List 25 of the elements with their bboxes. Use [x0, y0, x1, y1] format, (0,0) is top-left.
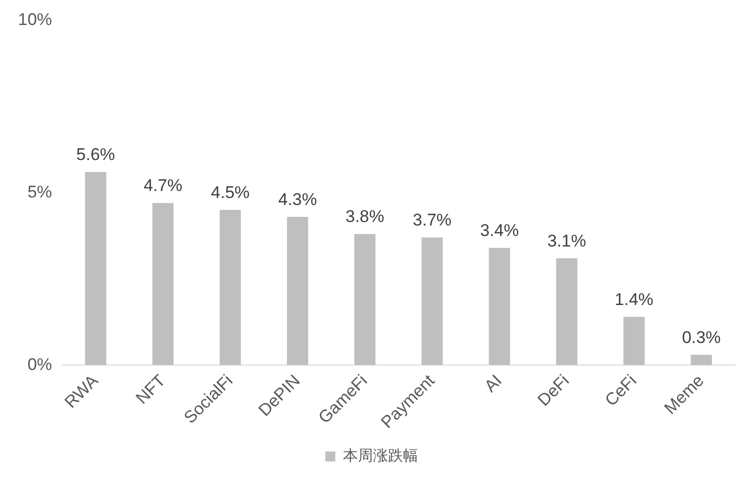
bar	[220, 210, 241, 366]
bar	[422, 238, 443, 366]
data-label: 0.3%	[682, 328, 721, 347]
bar	[623, 316, 645, 366]
data-label: 1.4%	[614, 290, 654, 310]
bar	[488, 248, 510, 366]
bar	[152, 203, 174, 366]
data-label: 4.3%	[278, 190, 317, 209]
data-label: 3.1%	[547, 231, 586, 250]
y-tick-label: 0%	[27, 354, 52, 374]
bar	[286, 216, 308, 366]
legend-label: 本周涨跌幅	[342, 448, 418, 465]
data-label: 4.5%	[210, 183, 250, 202]
x-tick-label: AI	[480, 371, 506, 396]
bar	[85, 172, 106, 366]
data-label: 5.6%	[76, 145, 116, 164]
data-label: 3.8%	[345, 207, 384, 226]
y-tick-label: 10%	[18, 10, 52, 29]
data-label: 3.7%	[412, 210, 452, 230]
bar	[690, 354, 712, 366]
bar	[556, 258, 578, 366]
data-label: 4.7%	[144, 176, 182, 196]
bar	[354, 234, 376, 366]
y-tick-label: 5%	[27, 182, 52, 202]
data-label: 3.4%	[480, 221, 519, 240]
